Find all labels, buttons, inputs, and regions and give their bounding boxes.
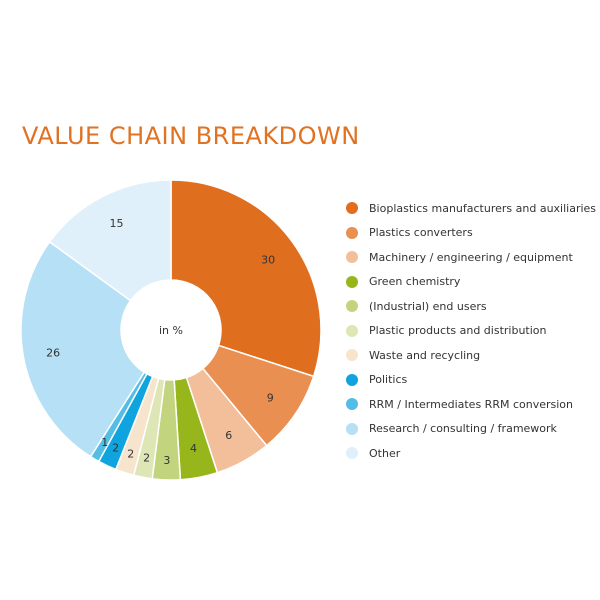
slice-label-research-consulting-framework: 26 [46,347,60,360]
legend-item-plastics-converters: Plastics converters [346,221,596,246]
legend-item-waste-and-recycling: Waste and recycling [346,343,596,368]
legend-item-industrial-end-users: (Industrial) end users [346,294,596,319]
legend: Bioplastics manufacturers and auxiliarie… [346,196,596,466]
center-label: in % [159,324,183,337]
legend-swatch [346,300,358,313]
legend-swatch [346,422,358,435]
legend-swatch [346,202,358,215]
legend-label: Bioplastics manufacturers and auxiliarie… [369,201,597,215]
slice-label-industrial-end-users: 3 [163,454,170,467]
slice-bioplastics-manufacturers-and-auxiliaries [170,179,322,378]
legend-item-machinery-engineering-equipment: Machinery / engineering / equipment [346,245,596,270]
legend-label: Plastics converters [369,226,473,240]
legend-item-bioplastics-manufacturers-and-auxiliaries: Bioplastics manufacturers and auxiliarie… [346,196,596,221]
legend-label: Plastic products and distribution [369,324,547,338]
donut-slices [20,179,322,481]
legend-swatch [346,251,358,264]
slice-label-bioplastics-manufacturers-and-auxiliaries: 30 [261,254,275,267]
slice-label-waste-and-recycling: 2 [127,448,134,461]
legend-swatch [346,324,358,337]
legend-label: Research / consulting / framework [369,422,557,436]
legend-item-politics: Politics [346,368,596,393]
legend-item-other: Other [346,441,596,466]
slice-label-other: 15 [110,217,124,230]
slice-research-consulting-framework [20,240,146,458]
legend-swatch [346,226,358,239]
legend-label: RRM / Intermediates RRM conversion [369,397,573,411]
legend-swatch [346,447,358,460]
slice-label-plastic-products-and-distribution: 2 [143,452,150,465]
slice-label-politics: 2 [112,442,119,455]
legend-item-research-consulting-framework: Research / consulting / framework [346,417,596,442]
legend-label: Machinery / engineering / equipment [369,250,573,264]
slice-label-rrm-intermediates-rrm-conversion: 1 [101,436,108,449]
legend-swatch [346,275,358,288]
legend-item-green-chemistry: Green chemistry [346,270,596,295]
slice-other [48,179,172,302]
slice-label-machinery-engineering-equipment: 6 [225,429,232,442]
legend-item-plastic-products-and-distribution: Plastic products and distribution [346,319,596,344]
legend-label: Other [369,446,401,460]
legend-label: Green chemistry [369,275,461,289]
slice-label-plastics-converters: 9 [267,392,274,405]
chart-title: VALUE CHAIN BREAKDOWN [22,122,360,150]
legend-label: Politics [369,373,408,387]
legend-swatch [346,349,358,362]
legend-swatch [346,373,358,386]
slice-label-green-chemistry: 4 [190,442,197,455]
legend-label: (Industrial) end users [369,299,487,313]
legend-swatch [346,398,358,411]
legend-label: Waste and recycling [369,348,481,362]
legend-item-rrm-intermediates-rrm-conversion: RRM / Intermediates RRM conversion [346,392,596,417]
